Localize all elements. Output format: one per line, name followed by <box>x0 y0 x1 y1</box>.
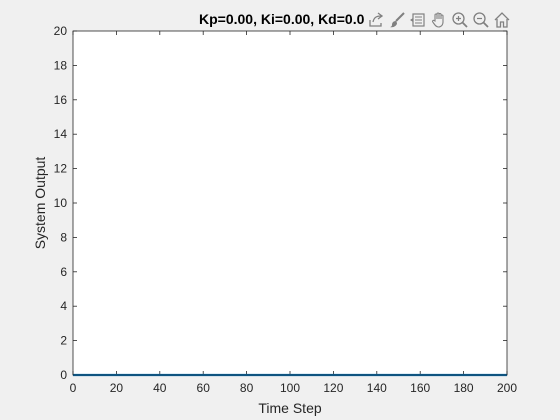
y-tick-label: 18 <box>54 58 68 72</box>
y-tick-label: 4 <box>60 299 67 313</box>
zoom-in-icon <box>452 12 468 28</box>
y-ticks: 0 2 4 6 8 10 12 14 16 18 20 <box>54 24 507 382</box>
brush-button[interactable] <box>387 10 407 30</box>
y-tick-label: 10 <box>54 196 68 210</box>
y-tick-label: 8 <box>60 230 67 244</box>
axes-background <box>73 31 507 375</box>
x-tick-label: 0 <box>70 381 77 395</box>
x-tick-label: 120 <box>323 381 343 395</box>
x-tick-label: 40 <box>153 381 167 395</box>
zoom-in-button[interactable] <box>450 10 470 30</box>
brush-icon <box>390 12 405 28</box>
pan-hand-icon <box>431 12 444 28</box>
x-tick-label: 80 <box>240 381 254 395</box>
data-tips-button[interactable] <box>408 10 428 30</box>
zoom-out-icon <box>473 12 489 28</box>
y-tick-label: 16 <box>54 93 68 107</box>
export-button[interactable] <box>366 10 386 30</box>
x-tick-label: 180 <box>454 381 474 395</box>
export-icon <box>369 12 384 27</box>
y-tick-label: 0 <box>60 368 67 382</box>
y-tick-label: 6 <box>60 265 67 279</box>
x-ticks: 0 20 40 60 80 100 120 140 160 180 200 <box>70 31 517 395</box>
x-tick-label: 200 <box>497 381 517 395</box>
data-tips-icon <box>410 13 425 27</box>
y-tick-label: 14 <box>54 127 68 141</box>
zoom-out-button[interactable] <box>471 10 491 30</box>
x-axis-label: Time Step <box>258 400 321 416</box>
axes-toolbar <box>366 9 512 31</box>
x-tick-label: 160 <box>410 381 430 395</box>
y-tick-label: 12 <box>54 162 68 176</box>
home-icon <box>494 12 510 28</box>
x-tick-label: 140 <box>367 381 387 395</box>
chart-title: Kp=0.00, Ki=0.00, Kd=0.0 <box>199 11 365 27</box>
axes-box <box>72 30 508 376</box>
x-tick-label: 100 <box>280 381 300 395</box>
x-tick-label: 60 <box>197 381 211 395</box>
y-axis-label: System Output <box>32 157 48 250</box>
y-tick-label: 2 <box>60 334 67 348</box>
y-tick-label: 20 <box>54 24 68 38</box>
x-tick-label: 20 <box>110 381 124 395</box>
restore-view-button[interactable] <box>492 10 512 30</box>
pan-button[interactable] <box>429 10 449 30</box>
